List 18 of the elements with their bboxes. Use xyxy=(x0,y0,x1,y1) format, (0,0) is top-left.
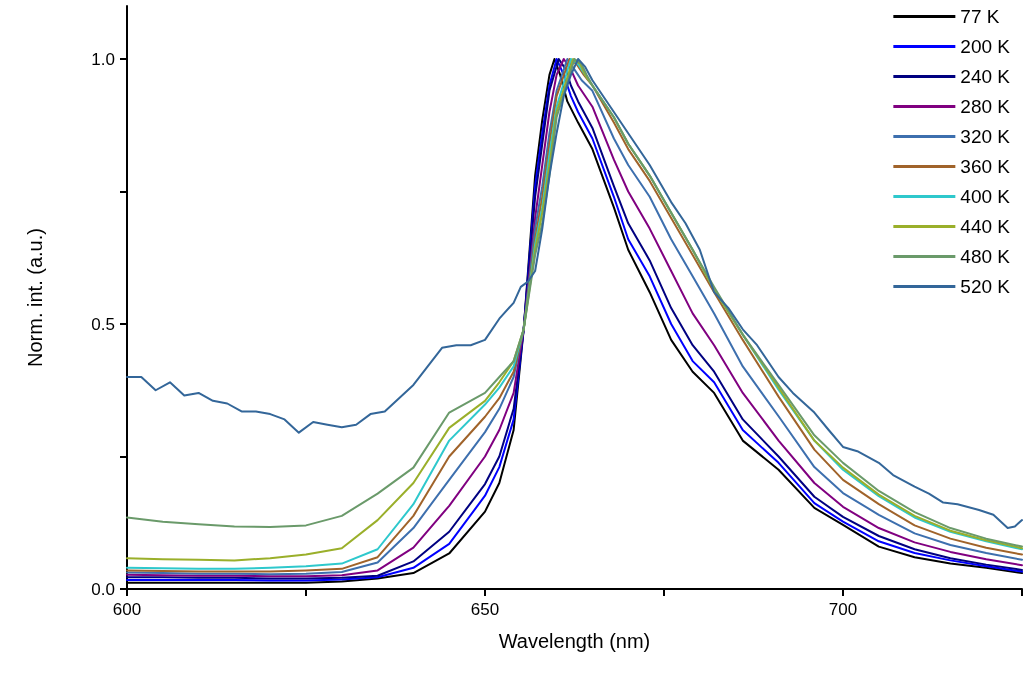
x-tick-label: 650 xyxy=(470,600,500,619)
legend-label: 240 K xyxy=(960,66,1011,87)
legend-label: 360 K xyxy=(960,156,1011,177)
legend-label: 320 K xyxy=(960,126,1011,147)
legend-label: 480 K xyxy=(960,246,1011,267)
legend-label: 400 K xyxy=(960,186,1011,207)
y-tick-label: 0.5 xyxy=(91,314,115,334)
x-tick-label: 600 xyxy=(112,600,142,619)
legend-label: 280 K xyxy=(960,96,1011,117)
x-tick-label: 700 xyxy=(828,600,858,619)
x-axis-title: Wavelength (nm) xyxy=(498,630,651,652)
legend-label: 520 K xyxy=(960,276,1011,297)
y-tick-label: 0.0 xyxy=(91,579,115,599)
legend-label: 440 K xyxy=(960,216,1011,237)
legend-label: 77 K xyxy=(960,6,1000,27)
y-axis-title: Norm. int. (a.u.) xyxy=(24,228,46,367)
y-tick-label: 1.0 xyxy=(91,49,115,69)
legend-label: 200 K xyxy=(960,36,1011,57)
